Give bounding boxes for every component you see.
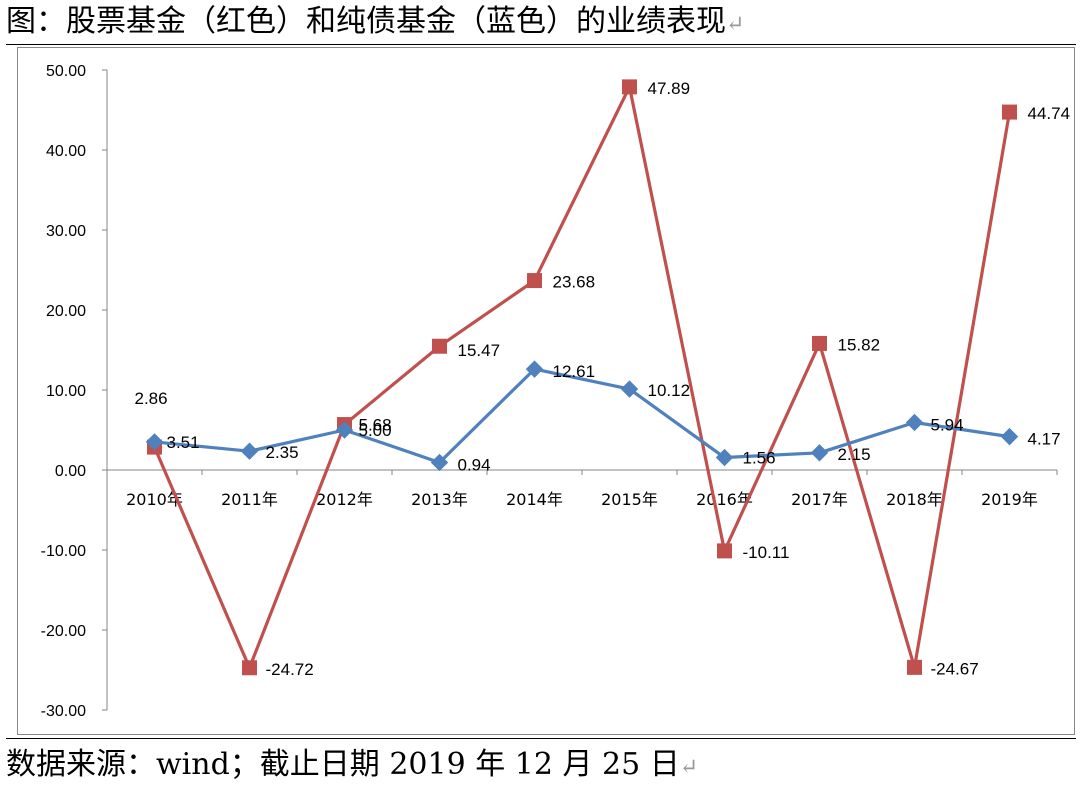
y-tick-label: -20.00	[41, 623, 86, 640]
chart-frame	[17, 47, 1075, 735]
data-point-diamond	[905, 413, 924, 432]
series-line	[153, 85, 1012, 670]
page-title: 图：股票基金（红色）和纯债基金（蓝色）的业绩表现↵	[6, 4, 745, 39]
y-tick-label: -10.00	[41, 543, 86, 560]
x-tick-label: 2018年	[886, 490, 943, 509]
data-label: 2.15	[838, 445, 871, 464]
x-tick-label: 2014年	[506, 490, 563, 509]
data-label: 10.12	[648, 381, 691, 400]
y-tick-label: 0.00	[55, 463, 86, 480]
x-tick-label: 2015年	[601, 490, 658, 509]
data-label: 15.47	[458, 341, 501, 360]
data-label: 12.61	[553, 362, 596, 381]
data-label: 47.89	[648, 79, 691, 98]
data-point-diamond	[1000, 427, 1019, 446]
data-point-diamond	[620, 380, 639, 398]
data-label: 3.51	[167, 433, 200, 452]
x-tick-label: 2012年	[316, 490, 373, 509]
y-tick-label: 50.00	[46, 63, 86, 80]
data-label: 4.17	[1028, 430, 1061, 449]
data-point-square	[527, 273, 542, 289]
data-label: 0.94	[458, 455, 491, 474]
series-lines	[153, 85, 1012, 670]
data-point-square	[242, 660, 257, 676]
y-tick-label: 10.00	[46, 383, 86, 400]
data-labels: 2.86 -24.72 5.68 15.47 23.68 47.89 -10.11 15.82…	[135, 79, 1071, 679]
data-point-square	[717, 543, 732, 559]
x-tick-label: 2011年	[221, 490, 278, 509]
data-point-square	[907, 659, 922, 675]
y-tick-label: 40.00	[46, 143, 86, 160]
x-tick-label: 2010年	[126, 490, 183, 509]
data-label: 15.82	[838, 335, 881, 354]
data-label: 2.35	[266, 443, 299, 462]
data-label: 1.56	[743, 449, 776, 468]
data-point-diamond	[335, 421, 354, 439]
data-label: -24.67	[931, 659, 979, 678]
data-label: 44.74	[1028, 104, 1071, 123]
data-label: -10.11	[743, 543, 790, 562]
data-label: 5.00	[359, 421, 392, 440]
data-point-diamond	[240, 442, 259, 460]
data-label: 5.94	[931, 415, 964, 434]
x-tick-label: 2017年	[791, 490, 848, 509]
x-tick-label: 2016年	[696, 490, 753, 509]
axes: 50.00 40.00 30.00 20.00 10.00 0.00 -10.00 -20.0…	[41, 63, 1058, 720]
source-note: 数据来源：wind；截止日期 2019 年 12 月 25 日↵	[6, 747, 699, 782]
chart-bottom-rule	[6, 738, 1076, 739]
title-underline	[6, 44, 1076, 45]
data-point-diamond	[810, 444, 829, 462]
paragraph-mark-icon: ↵	[679, 755, 699, 780]
x-tick-label: 2013年	[411, 490, 468, 509]
y-tick-label: -30.00	[41, 703, 86, 720]
data-point-diamond	[430, 453, 449, 472]
data-label: -24.72	[266, 660, 314, 679]
data-point-diamond	[715, 448, 734, 467]
paragraph-mark-icon: ↵	[726, 12, 745, 37]
x-tick-label: 2019年	[981, 490, 1038, 509]
data-label: 5.68	[359, 416, 392, 435]
y-tick-label: 20.00	[46, 303, 86, 320]
data-point-square	[1002, 104, 1017, 120]
data-point-diamond	[525, 360, 544, 378]
series-line	[154, 367, 1010, 465]
series-markers	[145, 79, 1019, 676]
data-label: 2.86	[135, 389, 168, 408]
data-label: 23.68	[553, 273, 596, 292]
data-point-square	[812, 335, 827, 351]
y-tick-label: 30.00	[46, 223, 86, 240]
data-point-square	[622, 79, 637, 95]
data-point-diamond	[145, 433, 164, 451]
data-point-square	[432, 338, 447, 354]
